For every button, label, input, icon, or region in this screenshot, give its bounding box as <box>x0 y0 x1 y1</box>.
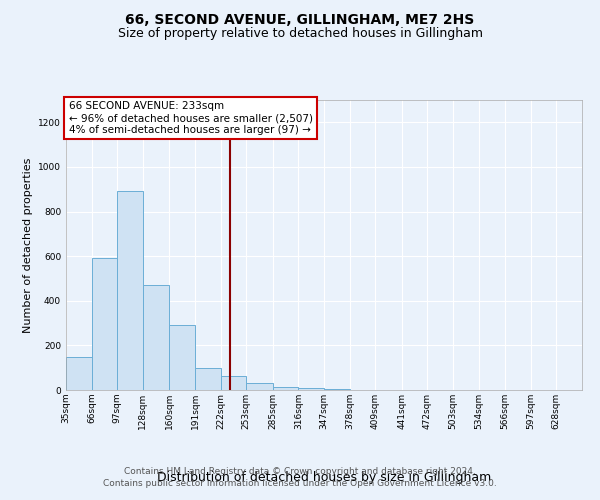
Bar <box>195 368 221 390</box>
Bar <box>66 356 92 390</box>
Text: Contains HM Land Registry data © Crown copyright and database right 2024.
Contai: Contains HM Land Registry data © Crown c… <box>103 466 497 487</box>
Bar <box>143 285 169 390</box>
Bar <box>246 384 273 390</box>
Bar <box>221 376 246 390</box>
Text: 66, SECOND AVENUE, GILLINGHAM, ME7 2HS: 66, SECOND AVENUE, GILLINGHAM, ME7 2HS <box>125 12 475 26</box>
X-axis label: Distribution of detached houses by size in Gillingham: Distribution of detached houses by size … <box>157 471 491 484</box>
Bar <box>117 192 143 390</box>
Bar <box>273 386 298 390</box>
Text: Size of property relative to detached houses in Gillingham: Size of property relative to detached ho… <box>118 28 482 40</box>
Bar <box>298 388 324 390</box>
Y-axis label: Number of detached properties: Number of detached properties <box>23 158 32 332</box>
Bar <box>324 389 350 390</box>
Bar <box>92 258 117 390</box>
Text: 66 SECOND AVENUE: 233sqm
← 96% of detached houses are smaller (2,507)
4% of semi: 66 SECOND AVENUE: 233sqm ← 96% of detach… <box>68 102 313 134</box>
Bar <box>169 326 195 390</box>
